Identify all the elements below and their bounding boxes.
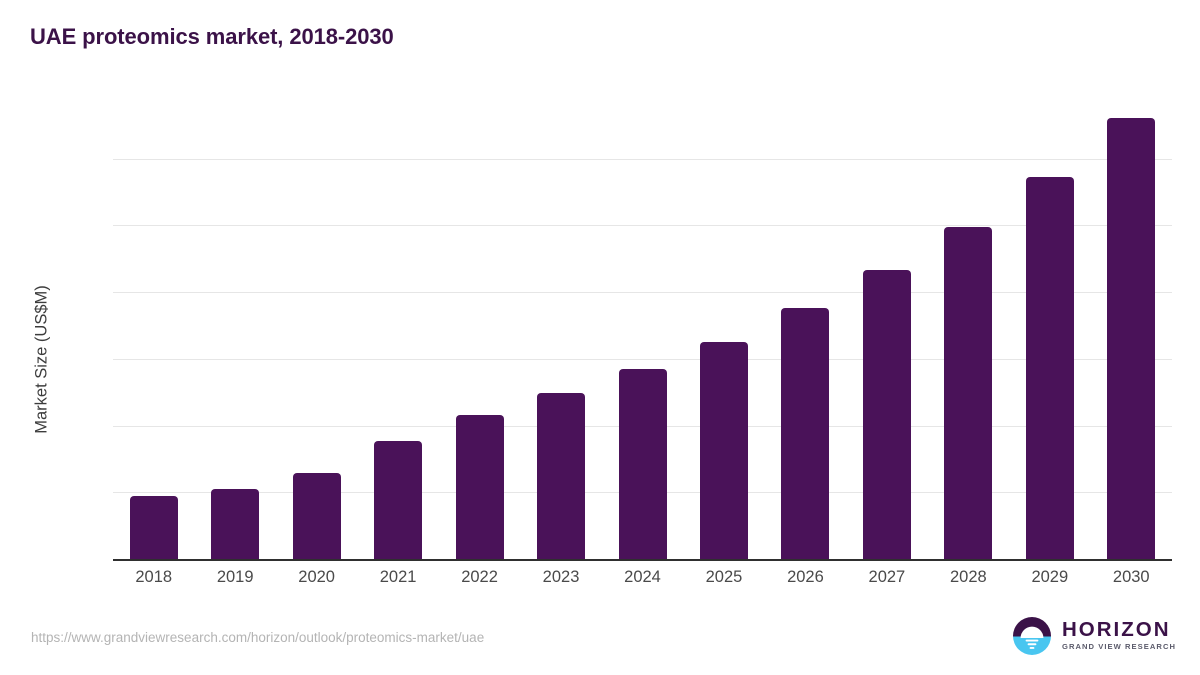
- x-axis-tick-label: 2020: [298, 568, 335, 586]
- x-axis-tick-label: 2030: [1112, 568, 1150, 586]
- x-axis-tick-label: 2028: [949, 568, 987, 586]
- x-axis-tick-label: 2021: [379, 568, 417, 586]
- bar[interactable]: [455, 415, 504, 559]
- bar[interactable]: [618, 369, 667, 559]
- bar[interactable]: [374, 441, 423, 559]
- source-url-label: https://www.grandviewresearch.com/horizo…: [31, 630, 485, 645]
- bar[interactable]: [1107, 117, 1156, 559]
- gridline: [113, 358, 1172, 360]
- bar[interactable]: [537, 392, 586, 559]
- bar[interactable]: [129, 495, 178, 559]
- x-axis-tick-label: 2018: [135, 568, 173, 586]
- gridline: [113, 292, 1172, 294]
- x-axis-tick-label: 2026: [787, 568, 824, 586]
- bar[interactable]: [862, 270, 911, 559]
- x-axis-tick-label: 2022: [461, 568, 498, 586]
- horizon-logo: HORIZON GRAND VIEW RESEARCH: [1012, 614, 1175, 658]
- logo-tagline: GRAND VIEW RESEARCH: [1062, 642, 1177, 651]
- x-axis-tick-label: 2019: [216, 568, 254, 586]
- logo-wordmark: HORIZON: [1062, 618, 1171, 641]
- x-axis-tick-label: 2023: [542, 568, 580, 586]
- page-title: UAE proteomics market, 2018-2030: [30, 24, 394, 49]
- x-axis-tick-label: 2024: [624, 568, 661, 586]
- x-axis-tick-label: 2029: [1031, 568, 1069, 586]
- x-axis-tick-label: 2027: [868, 568, 906, 586]
- bar[interactable]: [292, 473, 341, 559]
- bars-group: [113, 100, 1172, 559]
- bar[interactable]: [699, 341, 748, 559]
- x-axis-line: [113, 559, 1172, 561]
- gridline: [113, 158, 1172, 160]
- x-axis-tick-label: 2025: [705, 568, 743, 586]
- y-axis-title: Market Size (US$M): [32, 285, 51, 434]
- gridline: [113, 225, 1172, 227]
- horizon-logo-mark-icon: [1013, 617, 1051, 655]
- bar[interactable]: [944, 227, 993, 559]
- horizon-logo-text: HORIZON GRAND VIEW RESEARCH: [1062, 619, 1176, 652]
- bar[interactable]: [211, 489, 260, 559]
- bar[interactable]: [1025, 176, 1074, 559]
- x-axis-tick-labels: 2018 2019 2020 2021 2022 2023 2024 2025 2026 2027…: [113, 568, 1172, 598]
- bar[interactable]: [781, 308, 830, 559]
